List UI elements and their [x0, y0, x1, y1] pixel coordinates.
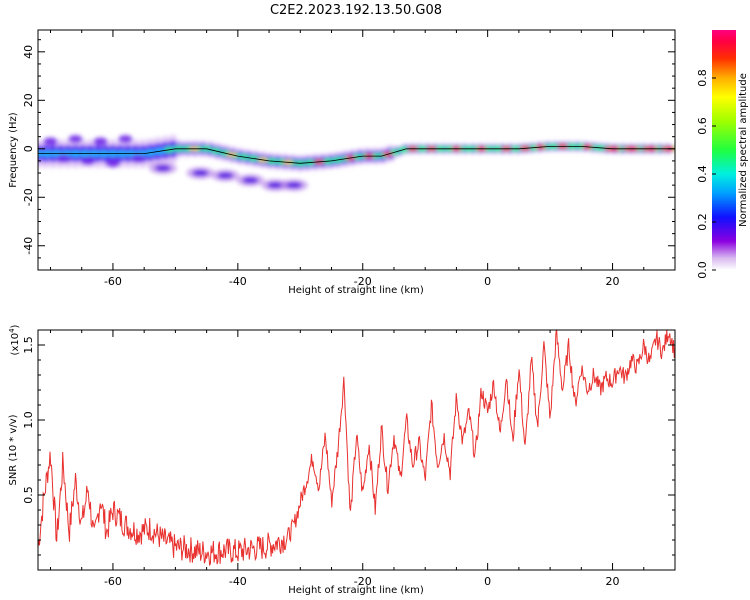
colorbar-tick-label: 0.8	[696, 69, 709, 87]
spectrogram-ridge-line	[38, 146, 675, 164]
snr-x-tick-label: 20	[606, 575, 620, 588]
snr-y-tick-label: 1.5	[22, 336, 35, 354]
colorbar: 0.0 0.2 0.4 0.6 0.8 Normalized spectral ampl…	[696, 30, 749, 279]
heat-secondary-band	[286, 182, 303, 189]
snr-x-tick-label: -40	[229, 575, 247, 588]
spectrogram-ticks: -60 -40 -20 0 20 -40 -20 0 20 40	[22, 30, 676, 288]
heat-blob	[68, 135, 83, 144]
snr-x-tick-label: -60	[104, 575, 122, 588]
colorbar-ticks: 0.0 0.2 0.4 0.6 0.8	[696, 69, 716, 279]
snr-multiplier-exp: 4	[8, 328, 16, 333]
snr-multiplier-base: (x10	[10, 333, 21, 356]
snr-x-tick-label: 0	[484, 575, 491, 588]
heat-blob	[130, 154, 145, 163]
heat-blob	[55, 154, 70, 163]
heat-blob	[105, 159, 120, 168]
spectrogram-y-tick-label: -20	[22, 188, 35, 206]
snr-ticks: -60 -40 -20 0 20 0.5 1.0 1.5	[22, 330, 676, 588]
spectrogram-glow	[38, 134, 675, 192]
figure-title: C2E2.2023.192.13.50.G08	[270, 3, 442, 18]
heat-secondary-band	[154, 165, 171, 172]
snr-x-label: Height of straight line (km)	[288, 585, 424, 596]
heat-blob	[80, 156, 95, 165]
spectrogram-y-tick-label: -40	[22, 237, 35, 255]
spectrogram-x-label: Height of straight line (km)	[288, 285, 424, 296]
heat-blob	[43, 137, 58, 146]
spectrogram-x-tick-label: -20	[354, 275, 372, 288]
colorbar-tick-label: 0.0	[696, 261, 709, 279]
colorbar-tick-label: 0.4	[696, 165, 709, 183]
snr-y-label: SNR (10 * v/v)	[8, 414, 19, 485]
heat-secondary-band	[267, 182, 284, 189]
snr-panel: -60 -40 -20 0 20 0.5 1.0 1.5 Height of straight…	[8, 324, 676, 596]
spectrogram-x-tick-label: -60	[104, 275, 122, 288]
spectrogram-y-tick-label: 0	[22, 145, 35, 152]
heat-blob	[93, 137, 108, 146]
spectrogram-x-tick-label: 0	[484, 275, 491, 288]
spectrogram-panel: -60 -40 -20 0 20 -40 -20 0 20 40 Height of straig…	[8, 29, 676, 296]
snr-y-tick-label: 1.0	[22, 411, 35, 429]
colorbar-gradient	[712, 30, 736, 270]
snr-x-tick-label: -20	[354, 575, 372, 588]
snr-multiplier-close: )	[10, 324, 21, 328]
spectrogram-y-tick-label: 20	[22, 93, 35, 107]
snr-series-line	[38, 330, 675, 567]
heat-secondary-band	[217, 172, 234, 179]
snr-multiplier: (x104)	[8, 324, 21, 355]
heat-secondary-band	[242, 177, 259, 184]
spectrogram-heatmap	[38, 134, 675, 192]
colorbar-tick-label: 0.2	[696, 213, 709, 231]
spectrogram-y-label: Frequency (Hz)	[8, 112, 19, 188]
colorbar-tick-label: 0.6	[696, 117, 709, 135]
colorbar-label: Normalized spectral amplitude	[738, 73, 749, 227]
spectrogram-x-tick-label: -40	[229, 275, 247, 288]
spectrogram-x-tick-label: 20	[606, 275, 620, 288]
spectrogram-frame	[37, 29, 676, 271]
snr-y-tick-label: 0.5	[22, 486, 35, 504]
heat-secondary-band	[192, 170, 209, 177]
spectrogram-y-tick-label: 40	[22, 45, 35, 59]
heat-blob	[118, 135, 133, 144]
